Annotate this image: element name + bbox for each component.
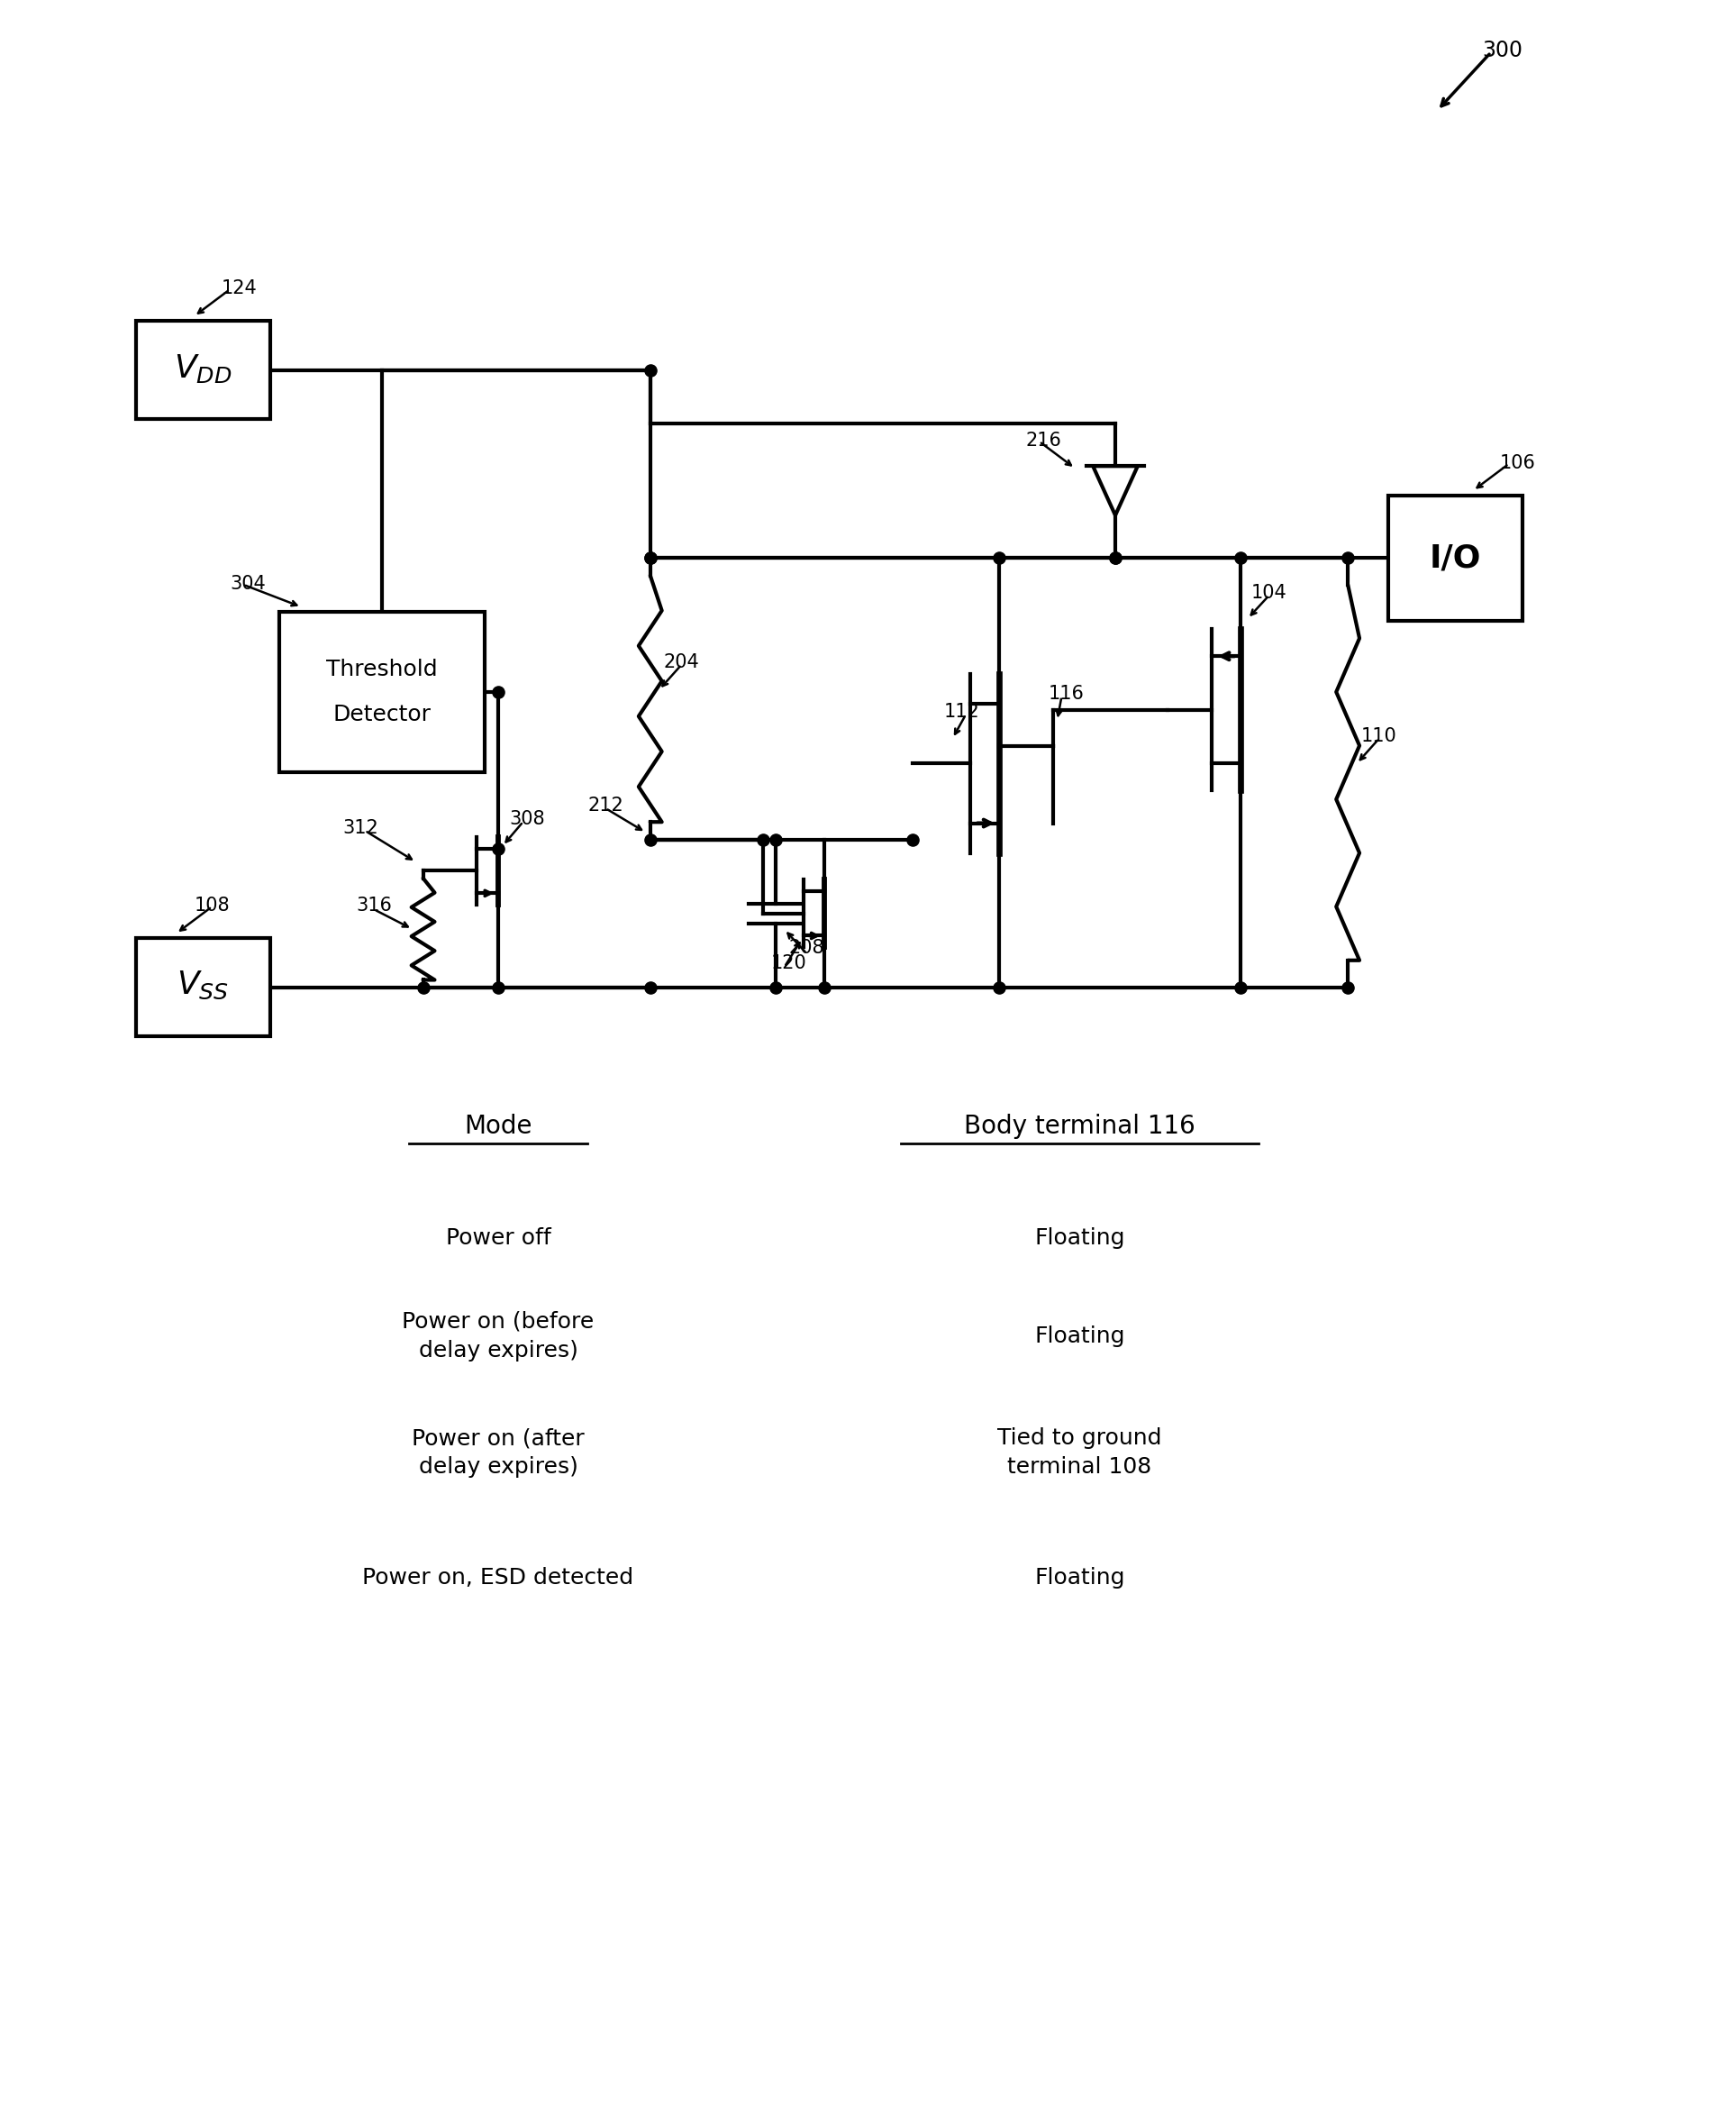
Point: [899, 822, 927, 856]
Point: [484, 674, 512, 708]
Point: [1333, 970, 1361, 1004]
Text: 124: 124: [220, 279, 257, 298]
Polygon shape: [1094, 467, 1137, 516]
Text: 216: 216: [1026, 431, 1062, 450]
Text: Floating: Floating: [1035, 1325, 1125, 1346]
Text: 304: 304: [229, 575, 266, 592]
Text: 204: 204: [663, 653, 700, 672]
Point: [748, 822, 776, 856]
Text: 112: 112: [944, 704, 979, 721]
Text: 108: 108: [194, 896, 229, 915]
Text: 300: 300: [1483, 40, 1522, 61]
Text: 106: 106: [1500, 454, 1536, 471]
Point: [1101, 541, 1128, 575]
Text: Power on, ESD detected: Power on, ESD detected: [363, 1566, 634, 1589]
Text: 312: 312: [342, 820, 378, 837]
Point: [1227, 541, 1255, 575]
Text: Power on (before
delay expires): Power on (before delay expires): [403, 1310, 594, 1361]
FancyBboxPatch shape: [1389, 494, 1522, 621]
Text: I/O: I/O: [1429, 543, 1481, 573]
Text: Threshold: Threshold: [326, 659, 437, 680]
Point: [484, 833, 512, 866]
Point: [1101, 541, 1128, 575]
Point: [637, 970, 665, 1004]
Point: [484, 970, 512, 1004]
Point: [984, 541, 1012, 575]
Text: 110: 110: [1361, 727, 1397, 744]
Point: [811, 970, 838, 1004]
Text: 316: 316: [356, 896, 392, 915]
Point: [984, 970, 1012, 1004]
Point: [1333, 541, 1361, 575]
Point: [637, 541, 665, 575]
Text: 308: 308: [509, 809, 545, 828]
Point: [1227, 970, 1255, 1004]
Point: [637, 822, 665, 856]
Text: 104: 104: [1252, 583, 1286, 602]
Point: [762, 970, 790, 1004]
Text: Power on (after
delay expires): Power on (after delay expires): [411, 1426, 585, 1477]
Point: [762, 822, 790, 856]
Text: Body terminal 116: Body terminal 116: [963, 1114, 1194, 1139]
Text: 208: 208: [788, 938, 825, 957]
FancyBboxPatch shape: [135, 938, 271, 1035]
FancyBboxPatch shape: [135, 321, 271, 418]
Text: Detector: Detector: [333, 704, 431, 725]
Text: Mode: Mode: [464, 1114, 533, 1139]
Point: [637, 353, 665, 387]
Text: 116: 116: [1049, 685, 1085, 704]
Text: Power off: Power off: [446, 1228, 550, 1249]
FancyBboxPatch shape: [279, 611, 484, 773]
Text: Floating: Floating: [1035, 1566, 1125, 1589]
Text: Tied to ground
terminal 108: Tied to ground terminal 108: [996, 1426, 1161, 1477]
Text: 212: 212: [587, 797, 623, 814]
Text: 120: 120: [771, 955, 807, 972]
Text: Floating: Floating: [1035, 1228, 1125, 1249]
Text: $V_{SS}$: $V_{SS}$: [177, 970, 229, 1002]
Text: $V_{DD}$: $V_{DD}$: [174, 353, 233, 385]
Point: [410, 970, 437, 1004]
Point: [637, 541, 665, 575]
